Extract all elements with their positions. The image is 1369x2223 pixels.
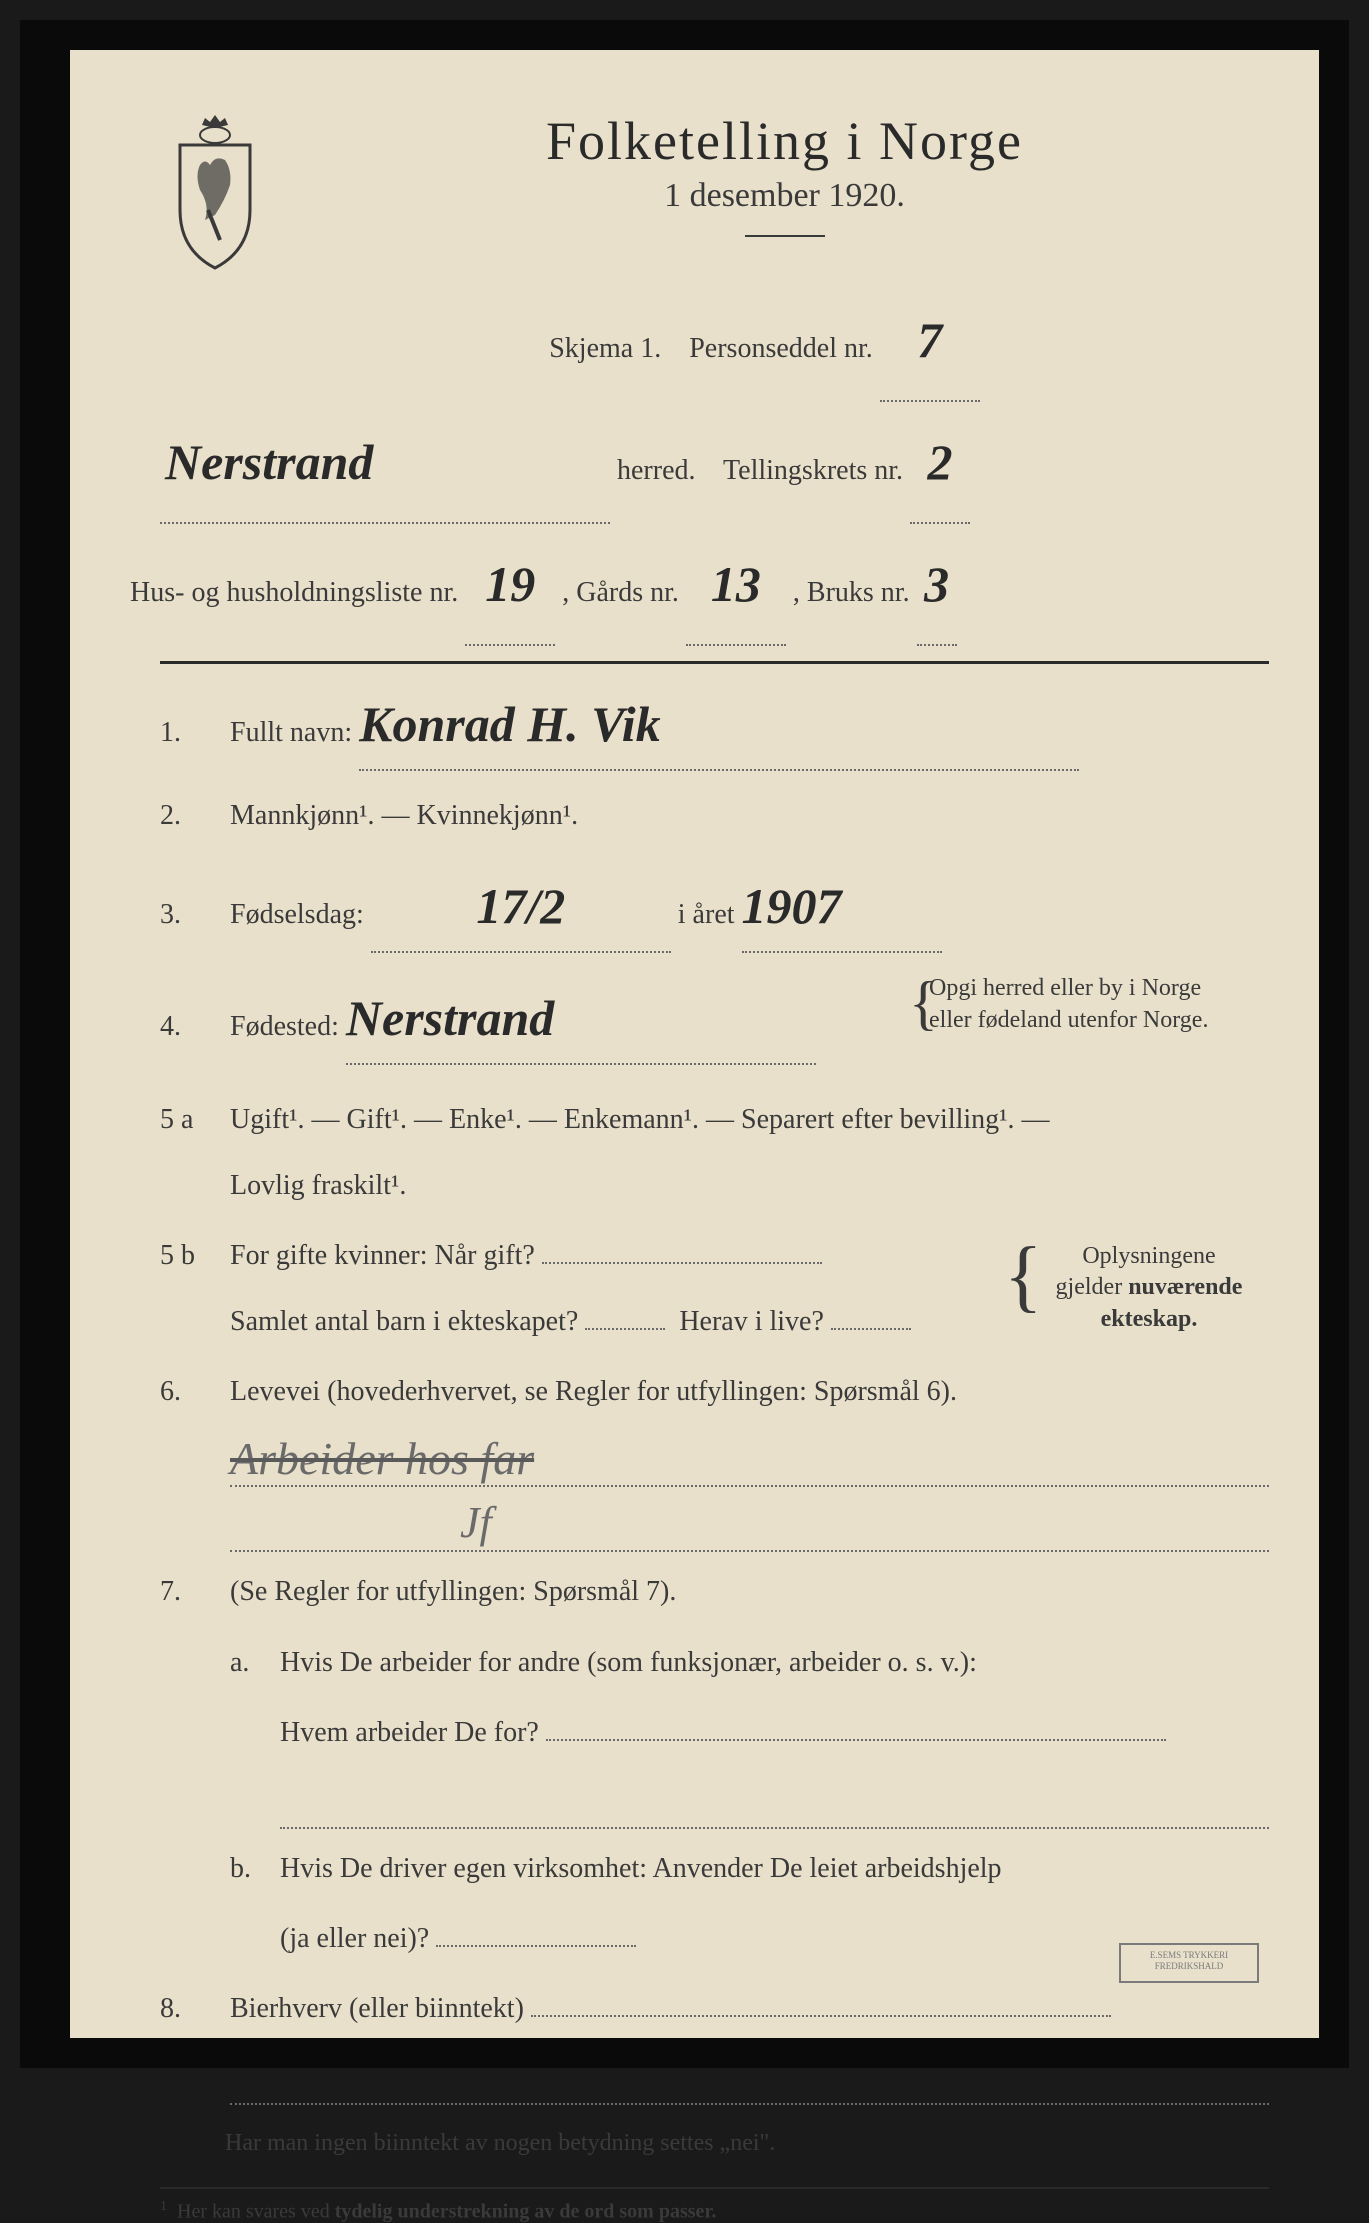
q7a-row: a. Hvis De arbeider for andre (som funks…	[230, 1638, 1269, 1759]
q7b-row: b. Hvis De driver egen virksomhet: Anven…	[230, 1844, 1269, 1965]
herred-label: herred.	[617, 455, 696, 486]
hus-label: Hus- og husholdningsliste nr.	[130, 577, 458, 608]
q5a-text: Ugift¹. — Gift¹. — Enke¹. — Enkemann¹. —…	[230, 1104, 1050, 1135]
footnote: 1 Her kan svares ved tydelig understrekn…	[160, 2199, 1269, 2223]
footnote-divider	[160, 2187, 1269, 2189]
title-block: Folketelling i Norge 1 desember 1920.	[300, 110, 1269, 257]
q3-year: 1907	[742, 878, 842, 934]
herred-line: Nerstrand herred. Tellingskrets nr. 2	[160, 402, 1269, 524]
q4-row: 4. Fødested: Nerstrand { Opgi herred ell…	[160, 973, 1269, 1065]
q2-row: 2. Mannkjønn¹. — Kvinnekjønn¹.	[160, 791, 1269, 841]
bruks-value: 3	[924, 556, 949, 612]
coat-of-arms-icon	[160, 110, 270, 270]
q8-label: Bierhverv (eller biinntekt)	[230, 1993, 524, 2024]
bottom-note: Har man ingen biinntekt av nogen betydni…	[225, 2130, 1269, 2157]
bruks-label: , Bruks nr.	[793, 577, 910, 608]
q3-year-label: i året	[678, 899, 735, 930]
q3-day: 17/2	[476, 878, 565, 934]
q7-row: 7. (Se Regler for utfyllingen: Spørsmål …	[160, 1567, 1269, 1617]
q1-num: 1.	[160, 708, 230, 758]
q4-note1: Opgi herred eller by i Norge	[929, 975, 1201, 1001]
q8-row: 8. Bierhverv (eller biinntekt)	[160, 1984, 1269, 2034]
q1-label: Fullt navn:	[230, 717, 352, 748]
q4-note2: eller fødeland utenfor Norge.	[929, 1007, 1208, 1033]
q6-row: 6. Levevei (hovederhvervet, se Regler fo…	[160, 1367, 1269, 1417]
q7a-num: a.	[230, 1638, 280, 1688]
q1-value: Konrad H. Vik	[359, 696, 661, 752]
q8-num: 8.	[160, 1984, 230, 2034]
q4-label: Fødested:	[230, 1011, 339, 1042]
q7-label: (Se Regler for utfyllingen: Spørsmål 7).	[230, 1576, 676, 1607]
q4-num: 4.	[160, 1002, 230, 1052]
q6-label: Levevei (hovederhvervet, se Regler for u…	[230, 1376, 957, 1407]
q5b-note2: gjelder nuværende	[1056, 1274, 1243, 1300]
tellingskrets-label: Tellingskrets nr.	[723, 455, 903, 486]
q7b-num: b.	[230, 1844, 280, 1894]
hus-line: Hus- og husholdningsliste nr. 19 , Gårds…	[130, 524, 1269, 646]
q5b-sidenote: { Oplysningene gjelder nuværende ekteska…	[1029, 1241, 1269, 1335]
gaards-label: , Gårds nr.	[562, 577, 679, 608]
q7a-text2: Hvem arbeider De for?	[280, 1708, 539, 1758]
q7a-text: Hvis De arbeider for andre (som funksjon…	[280, 1647, 977, 1678]
q5b-label3: Herav i live?	[679, 1306, 824, 1337]
q5b-label1: For gifte kvinner: Når gift?	[230, 1240, 535, 1271]
footnote-text: Her kan svares ved tydelig understreknin…	[177, 2200, 716, 2222]
q7b-text2: (ja eller nei)?	[280, 1914, 429, 1964]
q7b-text: Hvis De driver egen virksomhet: Anvender…	[280, 1853, 1002, 1884]
q6-value: Arbeider hos far	[230, 1432, 534, 1485]
personseddel-value: 7	[917, 312, 942, 368]
q7-num: 7.	[160, 1567, 230, 1617]
q1-row: 1. Fullt navn: Konrad H. Vik	[160, 679, 1269, 771]
skjema-label: Skjema 1.	[549, 333, 661, 364]
q4-value: Nerstrand	[346, 990, 554, 1046]
q2-num: 2.	[160, 791, 230, 841]
title-divider	[745, 235, 825, 237]
q4-sidenote: { Opgi herred eller by i Norge eller fød…	[929, 973, 1269, 1035]
q5b-note1: Oplysningene	[1082, 1243, 1215, 1269]
document-page: Folketelling i Norge 1 desember 1920. Sk…	[20, 20, 1349, 2068]
q6-answer-line2: Jf	[230, 1502, 1269, 1552]
gaards-value: 13	[711, 556, 761, 612]
q3-row: 3. Fødselsdag: 17/2 i året 1907	[160, 861, 1269, 953]
q3-label: Fødselsdag:	[230, 899, 364, 930]
q6-answer-line: Arbeider hos far	[230, 1437, 1269, 1487]
skjema-line: Skjema 1. Personseddel nr. 7	[260, 280, 1269, 402]
q6-value2: Jf	[460, 1497, 492, 1548]
footnote-marker: 1	[160, 2199, 167, 2214]
q5a-num: 5 a	[160, 1095, 230, 1145]
q2-label: Mannkjønn¹. — Kvinnekjønn¹.	[230, 800, 578, 831]
tellingskrets-value: 2	[928, 434, 953, 490]
hus-value: 19	[485, 556, 535, 612]
q5b-label2: Samlet antal barn i ekteskapet?	[230, 1297, 578, 1347]
q3-num: 3.	[160, 890, 230, 940]
q8-answer-line	[230, 2055, 1269, 2105]
main-title: Folketelling i Norge	[300, 110, 1269, 172]
section-divider	[160, 661, 1269, 664]
printer-stamp: E.SEMS TRYKKERI FREDRIKSHALD	[1119, 1943, 1259, 1983]
herred-value: Nerstrand	[165, 434, 373, 490]
q5b-note3: ekteskap.	[1101, 1306, 1198, 1332]
q5a-row: 5 a Ugift¹. — Gift¹. — Enke¹. — Enkemann…	[160, 1095, 1269, 1211]
q7a-answer-line	[280, 1779, 1269, 1829]
header: Folketelling i Norge 1 desember 1920.	[160, 110, 1269, 270]
personseddel-label: Personseddel nr.	[689, 333, 873, 364]
q6-num: 6.	[160, 1367, 230, 1417]
subtitle: 1 desember 1920.	[300, 177, 1269, 215]
q5b-row: 5 b For gifte kvinner: Når gift? { Oplys…	[160, 1231, 1269, 1347]
q5b-num: 5 b	[160, 1231, 230, 1281]
q5a-text2: Lovlig fraskilt¹.	[230, 1161, 406, 1211]
